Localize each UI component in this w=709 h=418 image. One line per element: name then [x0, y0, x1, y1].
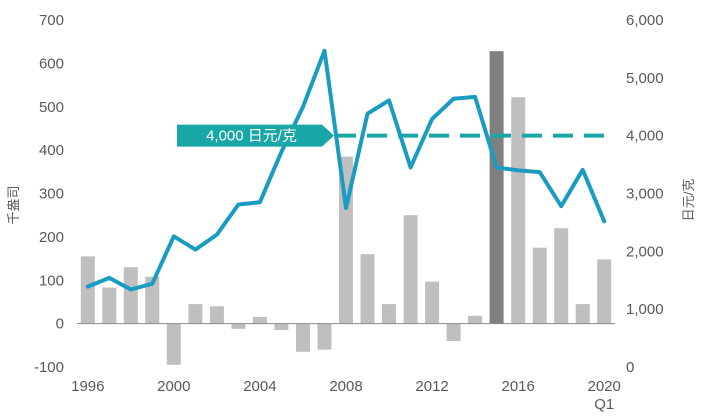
price-line [85, 48, 607, 292]
right-tick-label: 0 [626, 359, 634, 376]
right-tick-label: 1,000 [626, 301, 664, 318]
bar-2007 [317, 323, 332, 350]
right-tick-label: 4,000 [626, 128, 664, 145]
bar-2002 [209, 306, 224, 324]
left-tick-label: -100 [34, 359, 64, 376]
bar-2003 [231, 323, 246, 329]
left-tick-label: 400 [39, 142, 64, 159]
x-tick-label: 2016 [502, 378, 535, 395]
x-tick-sublabel: Q1 [594, 396, 614, 413]
x-tick-label: 2020 [588, 378, 621, 395]
left-tick-label: 600 [39, 55, 64, 72]
bar-2009 [360, 254, 375, 324]
right-axis-ticks: 0 1,000 2,000 3,000 4,000 5,000 6,000 [626, 12, 664, 376]
bar-2019 [575, 304, 590, 324]
bar-1998 [123, 267, 138, 324]
bar-2000 [166, 323, 181, 365]
x-tick-label: 1996 [71, 378, 104, 395]
bar-2012 [425, 281, 440, 324]
bar-2011 [403, 215, 418, 324]
left-tick-label: 300 [39, 186, 64, 203]
bar-1997 [102, 287, 117, 324]
left-axis-title: 千盎司 [6, 185, 21, 224]
left-tick-label: 100 [39, 272, 64, 289]
bar-2001 [188, 304, 203, 324]
x-tick-label: 2012 [415, 378, 448, 395]
right-tick-label: 3,000 [626, 186, 664, 203]
x-tick-label: 2008 [329, 378, 362, 395]
right-tick-label: 6,000 [626, 12, 664, 29]
right-axis-title: 日元/克 [681, 179, 696, 222]
right-tick-label: 2,000 [626, 243, 664, 260]
bar-2013 [446, 323, 461, 341]
bar-2004 [252, 317, 267, 324]
bar-2015 [489, 51, 504, 324]
bar-2020 [597, 259, 612, 324]
reference-callout-box [177, 124, 334, 147]
right-tick-label: 5,000 [626, 70, 664, 87]
bar-1996 [80, 256, 95, 324]
reference-callout-label: 4,000 日元/克 [206, 128, 297, 145]
bar-2014 [468, 315, 483, 324]
bar-series [80, 51, 612, 365]
x-tick-label: 2000 [157, 378, 190, 395]
reference-callout: 4,000 日元/克 [177, 124, 334, 147]
bar-2017 [532, 247, 547, 324]
bar-2006 [296, 323, 310, 352]
bar-1999 [145, 276, 160, 324]
left-axis-ticks: -100 0 100 200 300 400 500 600 700 [34, 12, 64, 376]
x-tick-label: 2004 [243, 378, 276, 395]
bar-2005 [274, 323, 289, 331]
left-tick-label: 0 [56, 316, 64, 333]
left-tick-label: 500 [39, 99, 64, 116]
left-tick-label: 700 [39, 12, 64, 29]
left-tick-label: 200 [39, 229, 64, 246]
bar-2018 [554, 228, 569, 324]
bar-2010 [382, 304, 396, 324]
bar-2016 [511, 97, 526, 324]
